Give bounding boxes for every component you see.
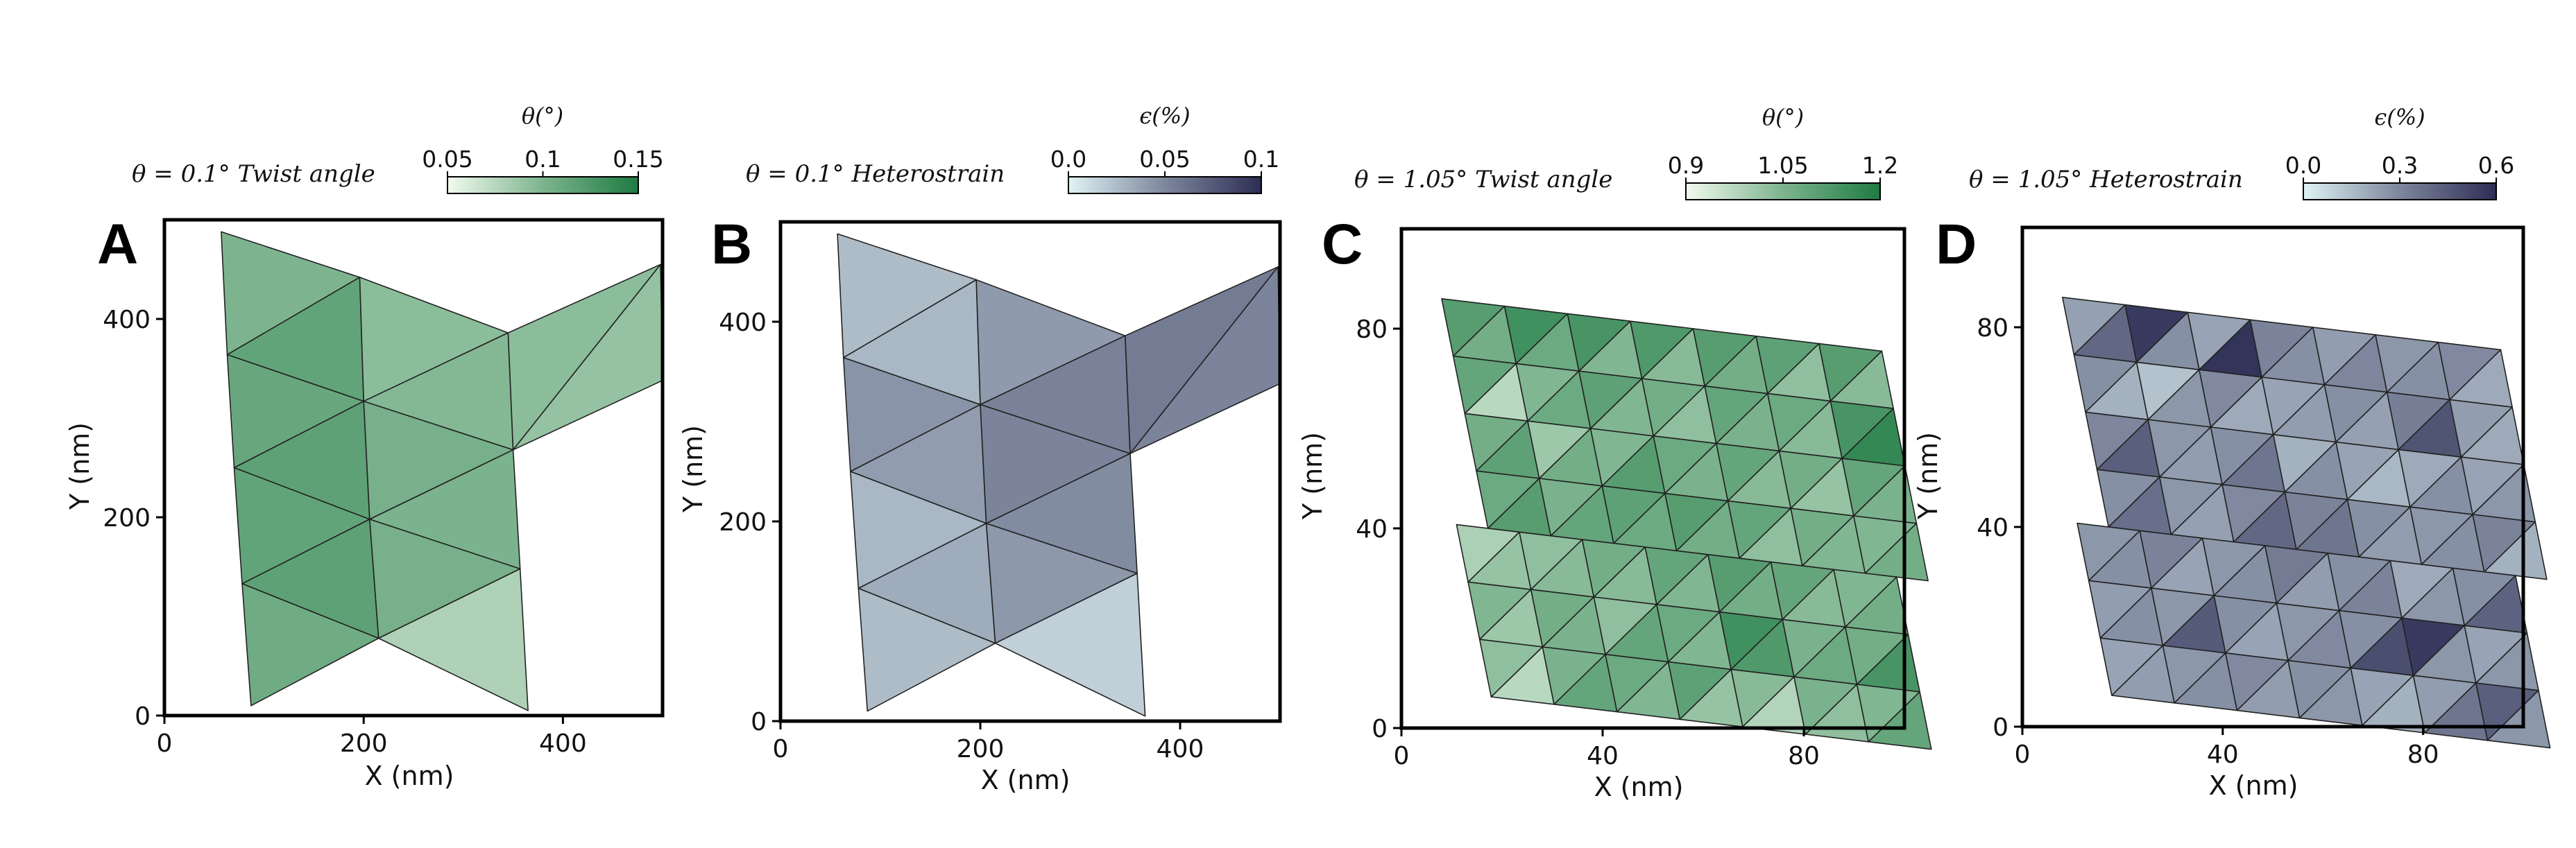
plot-area: 0 40 80 0 40 80 bbox=[1977, 225, 2551, 769]
panel-label: A bbox=[97, 213, 138, 276]
colorbar: θ(°) 0.9 1.05 1.2 bbox=[1668, 104, 1898, 200]
mesh-triangle bbox=[858, 587, 996, 712]
colorbar-tick-label: 0.6 bbox=[2478, 152, 2514, 179]
x-tick-label: 0 bbox=[2015, 741, 2031, 769]
colorbar-tick-label: 0.3 bbox=[2382, 152, 2418, 179]
y-tick-label: 80 bbox=[1356, 315, 1388, 344]
x-tick-label: 0 bbox=[157, 729, 173, 758]
panel-b: B θ = 0.1° Heterostrain ϵ(%) 0.0 0.05 0.1 … bbox=[678, 103, 1282, 795]
mesh-triangle bbox=[2487, 689, 2551, 749]
x-axis-label: X (nm) bbox=[981, 765, 1071, 795]
mesh-triangle bbox=[377, 568, 529, 711]
x-tick-label: 0 bbox=[1394, 742, 1410, 770]
colorbar-tick-label: 0.0 bbox=[1050, 146, 1086, 173]
axes-frame bbox=[2020, 225, 2525, 729]
y-axis-label: Y (nm) bbox=[1297, 432, 1328, 520]
x-tick-label: 80 bbox=[1788, 742, 1820, 770]
x-tick-label: 40 bbox=[1587, 742, 1619, 770]
panel-d: D θ = 1.05° Heterostrain ϵ(%) 0.0 0.3 0.6 … bbox=[1913, 104, 2551, 801]
panel-label: C bbox=[1322, 213, 1363, 276]
y-tick-label: 0 bbox=[135, 702, 151, 731]
y-tick-label: 40 bbox=[1356, 515, 1388, 544]
colorbar-label: θ(°) bbox=[1762, 104, 1804, 130]
colorbar: ϵ(%) 0.0 0.3 0.6 bbox=[2285, 104, 2514, 200]
colorbar-gradient bbox=[1068, 176, 1262, 194]
panel-title: θ = 0.1° Twist angle bbox=[132, 160, 375, 188]
panel-title: θ = 1.05° Twist angle bbox=[1354, 166, 1612, 193]
plot-area: 0 200 400 0 200 400 bbox=[719, 220, 1282, 763]
colorbar-label: ϵ(%) bbox=[2374, 104, 2425, 130]
panel-label: D bbox=[1936, 213, 1977, 276]
mesh-triangle bbox=[241, 582, 379, 707]
panel-label: B bbox=[711, 213, 752, 276]
x-axis-label: X (nm) bbox=[2209, 770, 2298, 801]
x-tick-label: 80 bbox=[2407, 741, 2439, 769]
x-axis-label: X (nm) bbox=[365, 761, 454, 791]
x-tick-label: 200 bbox=[340, 729, 388, 758]
axes-frame bbox=[778, 220, 1282, 723]
colorbar-tick-label: 0.0 bbox=[2285, 152, 2321, 179]
y-axis-label: Y (nm) bbox=[678, 425, 708, 513]
y-tick-label: 40 bbox=[1977, 514, 2008, 542]
y-tick-label: 80 bbox=[1977, 314, 2008, 343]
colorbar-label: θ(°) bbox=[522, 103, 563, 129]
colorbar-tick-label: 0.05 bbox=[1139, 146, 1190, 173]
colorbar-tick-label: 0.1 bbox=[524, 146, 561, 173]
panel-title: θ = 0.1° Heterostrain bbox=[746, 160, 1005, 188]
x-tick-label: 400 bbox=[539, 729, 587, 758]
y-tick-label: 0 bbox=[1372, 715, 1388, 743]
panel-a: A θ = 0.1° Twist angle θ(°) 0.05 0.1 0.15 … bbox=[65, 103, 665, 791]
x-tick-label: 400 bbox=[1157, 735, 1204, 763]
y-tick-label: 400 bbox=[719, 309, 767, 337]
y-tick-label: 0 bbox=[1993, 713, 2008, 742]
mesh-triangle bbox=[994, 573, 1146, 717]
mesh-triangle bbox=[1868, 691, 1932, 750]
colorbar-gradient bbox=[2303, 182, 2497, 200]
colorbar-gradient bbox=[447, 176, 639, 194]
y-axis-label: Y (nm) bbox=[65, 422, 95, 510]
colorbar-tick-label: 0.1 bbox=[1243, 146, 1279, 173]
y-tick-label: 200 bbox=[103, 504, 151, 533]
plot-area: 0 200 400 0 200 400 bbox=[103, 218, 665, 758]
colorbar: ϵ(%) 0.0 0.05 0.1 bbox=[1050, 103, 1279, 194]
panel-title: θ = 1.05° Heterostrain bbox=[1969, 166, 2243, 193]
x-tick-label: 40 bbox=[2207, 741, 2239, 769]
x-tick-label: 200 bbox=[957, 735, 1005, 763]
x-axis-label: X (nm) bbox=[1594, 772, 1684, 802]
colorbar-tick-label: 1.2 bbox=[1862, 152, 1898, 179]
y-tick-label: 400 bbox=[103, 306, 151, 334]
y-tick-label: 200 bbox=[719, 508, 767, 537]
colorbar-tick-label: 0.9 bbox=[1668, 152, 1704, 179]
x-tick-label: 0 bbox=[773, 735, 789, 763]
colorbar: θ(°) 0.05 0.1 0.15 bbox=[422, 103, 664, 194]
axes-frame bbox=[162, 218, 665, 718]
y-tick-label: 0 bbox=[751, 708, 767, 736]
axes-frame bbox=[1399, 227, 1907, 730]
colorbar-gradient bbox=[1685, 182, 1881, 200]
y-axis-label: Y (nm) bbox=[1913, 432, 1943, 520]
plot-area: 0 40 80 0 40 80 bbox=[1356, 227, 1932, 770]
colorbar-tick-label: 0.15 bbox=[613, 146, 663, 173]
colorbar-tick-label: 0.05 bbox=[422, 146, 472, 173]
panel-c: C θ = 1.05° Twist angle θ(°) 0.9 1.05 1.2 … bbox=[1297, 104, 1932, 802]
colorbar-tick-label: 1.05 bbox=[1757, 152, 1808, 179]
colorbar-label: ϵ(%) bbox=[1139, 103, 1190, 129]
